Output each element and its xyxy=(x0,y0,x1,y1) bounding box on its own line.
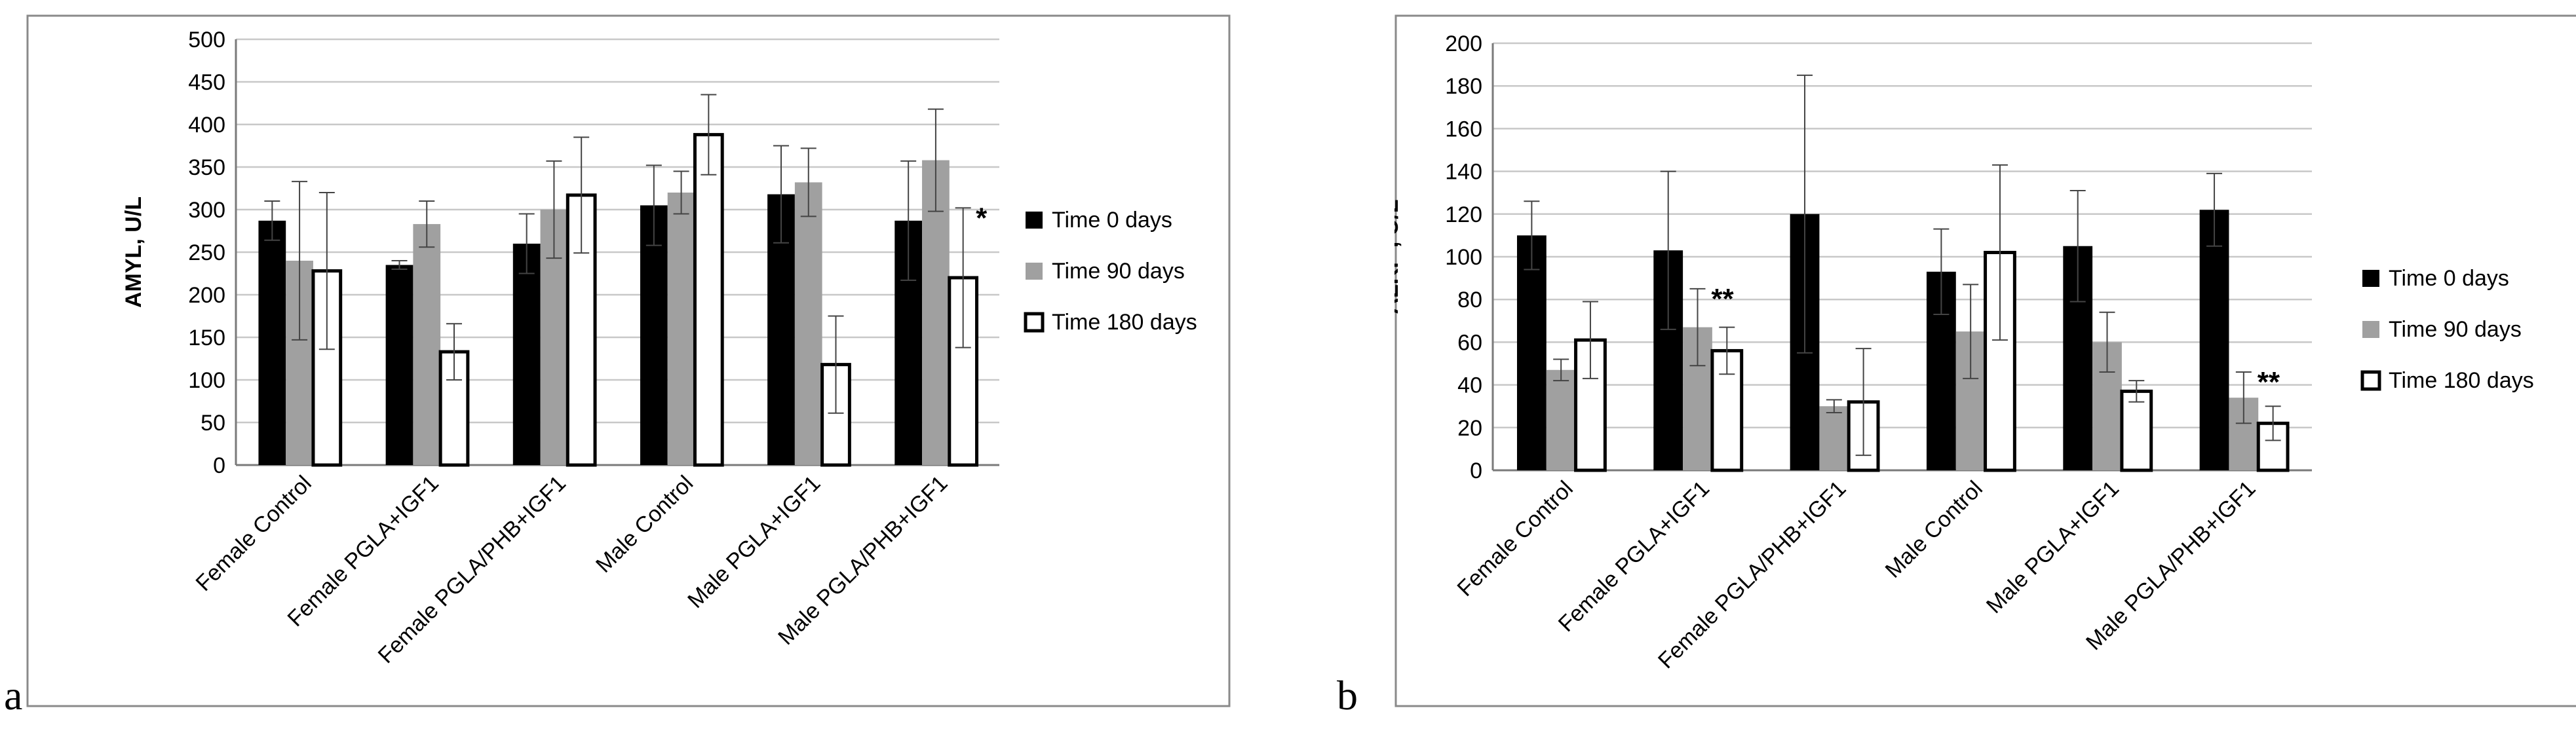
chart-b-legend-swatch xyxy=(2362,321,2379,338)
chart-b-y-tick-label: 40 xyxy=(1457,373,1482,398)
chart-a-y-tick-label: 250 xyxy=(188,240,225,265)
chart-b-legend-label: Time 0 days xyxy=(2389,266,2509,291)
chart-b-legend-swatch xyxy=(2362,270,2379,287)
chart-a-y-tick-label: 200 xyxy=(188,283,225,308)
chart-a-y-tick-label: 150 xyxy=(188,326,225,350)
chart-a-y-tick-label: 50 xyxy=(201,411,225,436)
chart-b-bar-time-0-days xyxy=(2199,210,2229,470)
chart-a-y-tick-label: 450 xyxy=(188,70,225,95)
chart-b-y-tick-label: 80 xyxy=(1457,288,1482,312)
chart-b-significance-annotation: ** xyxy=(1711,283,1734,315)
chart-a-bar-time-90-days xyxy=(794,182,822,465)
chart-b-legend-label: Time 90 days xyxy=(2389,317,2522,342)
chart-b-y-tick-label: 100 xyxy=(1445,245,1482,270)
chart-b-significance-annotation: ** xyxy=(2258,366,2280,398)
chart-a-legend-swatch xyxy=(1026,263,1043,280)
chart-a-bar-time-0-days xyxy=(640,205,668,465)
chart-b-y-tick-label: 120 xyxy=(1445,202,1482,227)
chart-a-bar-time-0-days xyxy=(512,244,541,465)
chart-b-y-tick-label: 200 xyxy=(1445,31,1482,56)
chart-a-bar-time-180-days xyxy=(693,133,724,467)
chart-b-bar-time-180-days xyxy=(2120,389,2153,472)
panel-label-a: a xyxy=(4,672,23,719)
chart-b-y-tick-label: 60 xyxy=(1457,330,1482,355)
chart-b-y-tick-label: 20 xyxy=(1457,416,1482,441)
chart-a-y-tick-label: 400 xyxy=(188,113,225,138)
panel-label-b: b xyxy=(1337,672,1358,719)
chart-b-y-tick-label: 180 xyxy=(1445,74,1482,99)
chart-a-bar-time-180-days xyxy=(438,350,470,467)
chart-b-bar-time-90-days xyxy=(1546,369,1576,470)
chart-a-bar-time-90-days xyxy=(667,193,695,465)
chart-a-y-tick-label: 500 xyxy=(188,28,225,52)
chart-a-legend-swatch xyxy=(1024,312,1045,333)
chart-a-chart-frame xyxy=(26,14,1231,707)
chart-a-bar-time-90-days xyxy=(413,224,441,465)
chart-b-bar-time-90-days xyxy=(1819,406,1849,470)
chart-a-y-tick-label: 0 xyxy=(213,453,225,478)
chart-a-bar-time-0-days xyxy=(385,265,413,465)
chart-a-y-axis-label: AMYL, U/L xyxy=(121,196,146,308)
chart-panel-a: 0 50 100 150 200 250 300 350 400 450 500 AMYL, U/L F… xyxy=(26,14,1231,707)
chart-a-legend-swatch xyxy=(1026,212,1043,229)
chart-b-legend-swatch xyxy=(2360,370,2381,391)
chart-b-legend-label: Time 180 days xyxy=(2389,368,2534,393)
chart-a-legend-label: Time 180 days xyxy=(1052,310,1197,335)
chart-a-y-tick-label: 350 xyxy=(188,155,225,180)
chart-a-significance-annotation: * xyxy=(976,202,988,234)
chart-a-y-tick-label: 100 xyxy=(188,368,225,393)
chart-b-y-axis-label: ALKP , U/L xyxy=(1394,199,1403,314)
chart-a-y-tick-label: 300 xyxy=(188,198,225,223)
chart-b-y-tick-label: 0 xyxy=(1470,458,1482,483)
chart-b-y-tick-label: 140 xyxy=(1445,160,1482,185)
chart-b-bar-time-0-days xyxy=(1516,235,1547,470)
chart-b-y-tick-label: 160 xyxy=(1445,117,1482,141)
chart-a-legend-label: Time 90 days xyxy=(1052,259,1185,284)
chart-a-bar-time-0-days xyxy=(258,220,286,465)
chart-a-legend-label: Time 0 days xyxy=(1052,208,1172,233)
